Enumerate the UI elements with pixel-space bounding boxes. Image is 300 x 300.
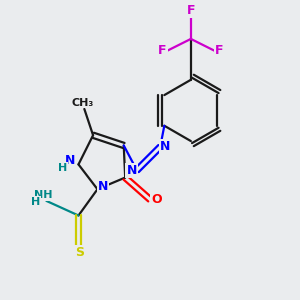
- Text: NH: NH: [34, 190, 53, 200]
- Text: H: H: [58, 163, 67, 173]
- Text: N: N: [126, 164, 137, 177]
- Text: S: S: [76, 246, 85, 259]
- Text: O: O: [151, 193, 162, 206]
- Text: H: H: [31, 197, 40, 207]
- Text: N: N: [98, 180, 109, 193]
- Text: N: N: [160, 140, 171, 153]
- Text: F: F: [215, 44, 224, 57]
- Text: F: F: [158, 44, 166, 57]
- Text: CH₃: CH₃: [72, 98, 94, 107]
- Text: N: N: [65, 154, 76, 166]
- Text: F: F: [187, 4, 195, 17]
